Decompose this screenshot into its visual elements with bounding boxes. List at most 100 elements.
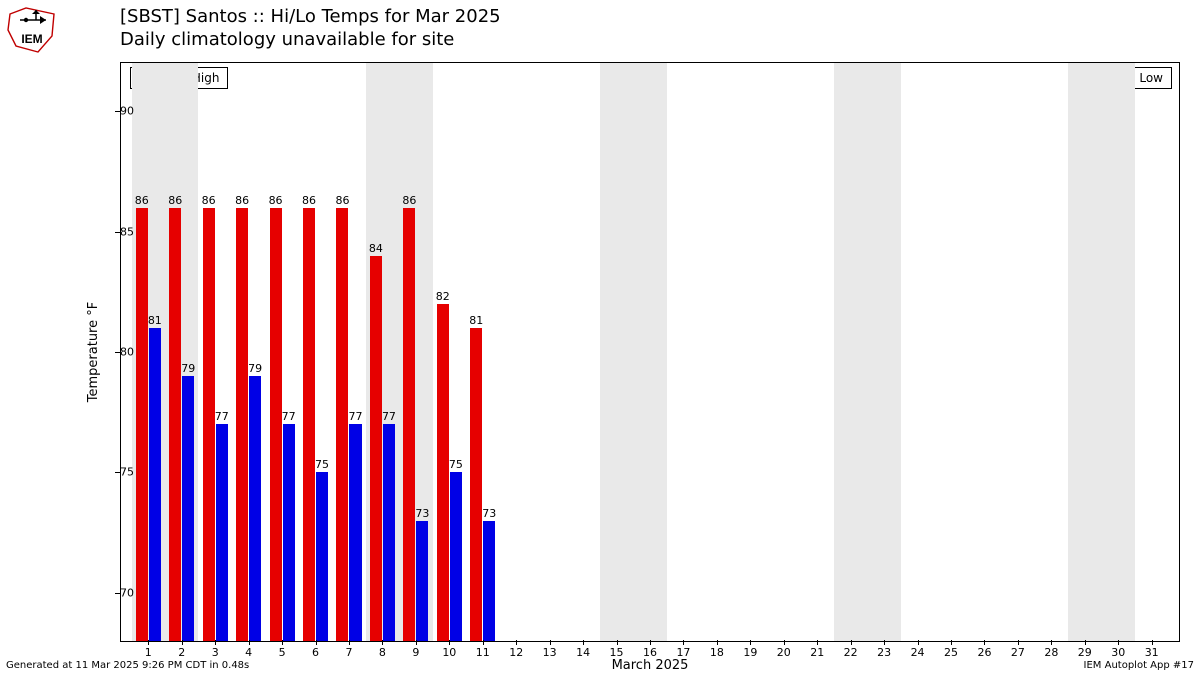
bar-low [349, 424, 361, 641]
xtick-label: 27 [1011, 646, 1025, 659]
bar-value-label: 86 [402, 194, 416, 207]
xtick-label: 19 [743, 646, 757, 659]
bar-value-label: 77 [349, 410, 363, 423]
bar-low [249, 376, 261, 641]
xtick-label: 11 [476, 646, 490, 659]
xtick-label: 18 [710, 646, 724, 659]
bar-value-label: 86 [335, 194, 349, 207]
xtick-label: 13 [543, 646, 557, 659]
xtick-mark [784, 640, 785, 645]
bar-high [470, 328, 482, 641]
xtick-label: 21 [810, 646, 824, 659]
weekend-band [600, 63, 633, 641]
xtick-label: 24 [911, 646, 925, 659]
xtick-label: 7 [345, 646, 352, 659]
xtick-mark [382, 640, 383, 645]
ytick-label: 80 [120, 346, 134, 359]
bar-low [483, 521, 495, 641]
xtick-mark [182, 640, 183, 645]
xtick-label: 30 [1111, 646, 1125, 659]
ytick-mark [115, 232, 120, 233]
ytick-mark [115, 593, 120, 594]
xtick-label: 26 [977, 646, 991, 659]
weekend-band [1102, 63, 1135, 641]
xtick-mark [683, 640, 684, 645]
xtick-mark [884, 640, 885, 645]
bar-value-label: 77 [215, 410, 229, 423]
bar-high [270, 208, 282, 642]
xtick-label: 28 [1044, 646, 1058, 659]
iem-logo: IEM [6, 6, 58, 56]
bar-value-label: 75 [449, 458, 463, 471]
bar-high [403, 208, 415, 642]
xtick-mark [1051, 640, 1052, 645]
weekend-band [867, 63, 900, 641]
bar-high [169, 208, 181, 642]
xtick-mark [817, 640, 818, 645]
xtick-label: 10 [442, 646, 456, 659]
xtick-mark [349, 640, 350, 645]
ytick-label: 70 [120, 586, 134, 599]
xtick-label: 9 [412, 646, 419, 659]
ytick-mark [115, 352, 120, 353]
ytick-label: 85 [120, 225, 134, 238]
bar-high [303, 208, 315, 642]
xtick-mark [449, 640, 450, 645]
bar-low [416, 521, 428, 641]
xtick-label: 25 [944, 646, 958, 659]
ytick-mark [115, 111, 120, 112]
bar-value-label: 79 [248, 362, 262, 375]
bar-low [316, 472, 328, 641]
bar-high [136, 208, 148, 642]
weekend-band [1068, 63, 1101, 641]
bar-value-label: 86 [168, 194, 182, 207]
bar-value-label: 79 [181, 362, 195, 375]
bar-low [383, 424, 395, 641]
bar-value-label: 81 [148, 314, 162, 327]
xtick-mark [717, 640, 718, 645]
ytick-label: 75 [120, 466, 134, 479]
weekend-band [633, 63, 666, 641]
xtick-mark [1085, 640, 1086, 645]
xtick-mark [918, 640, 919, 645]
xtick-mark [617, 640, 618, 645]
xtick-mark [1018, 640, 1019, 645]
svg-text:IEM: IEM [21, 32, 42, 46]
xtick-label: 20 [777, 646, 791, 659]
xtick-mark [282, 640, 283, 645]
title-line-2: Daily climatology unavailable for site [120, 29, 501, 52]
xtick-mark [148, 640, 149, 645]
xtick-mark [416, 640, 417, 645]
bar-high [370, 256, 382, 641]
xtick-label: 23 [877, 646, 891, 659]
bar-value-label: 86 [269, 194, 283, 207]
bar-value-label: 77 [282, 410, 296, 423]
x-axis-label: March 2025 [612, 658, 689, 673]
bar-value-label: 86 [302, 194, 316, 207]
y-axis-label: Temperature °F [86, 302, 101, 402]
xtick-label: 12 [509, 646, 523, 659]
xtick-label: 5 [279, 646, 286, 659]
footer-app: IEM Autoplot App #17 [1084, 660, 1194, 671]
bar-high [437, 304, 449, 641]
xtick-mark [215, 640, 216, 645]
chart-title: [SBST] Santos :: Hi/Lo Temps for Mar 202… [120, 6, 501, 51]
bar-value-label: 75 [315, 458, 329, 471]
xtick-label: 29 [1078, 646, 1092, 659]
ytick-label: 90 [120, 105, 134, 118]
title-line-1: [SBST] Santos :: Hi/Lo Temps for Mar 202… [120, 6, 501, 29]
bar-value-label: 73 [482, 507, 496, 520]
xtick-mark [1152, 640, 1153, 645]
bar-value-label: 86 [235, 194, 249, 207]
xtick-label: 22 [844, 646, 858, 659]
xtick-mark [483, 640, 484, 645]
xtick-label: 1 [145, 646, 152, 659]
xtick-mark [550, 640, 551, 645]
xtick-label: 31 [1145, 646, 1159, 659]
bar-value-label: 77 [382, 410, 396, 423]
xtick-mark [951, 640, 952, 645]
plot-area: 8686868686868684868281817977797775777773… [120, 62, 1180, 642]
xtick-mark [650, 640, 651, 645]
xtick-mark [249, 640, 250, 645]
chart-root: IEM [SBST] Santos :: Hi/Lo Temps for Mar… [0, 0, 1200, 675]
